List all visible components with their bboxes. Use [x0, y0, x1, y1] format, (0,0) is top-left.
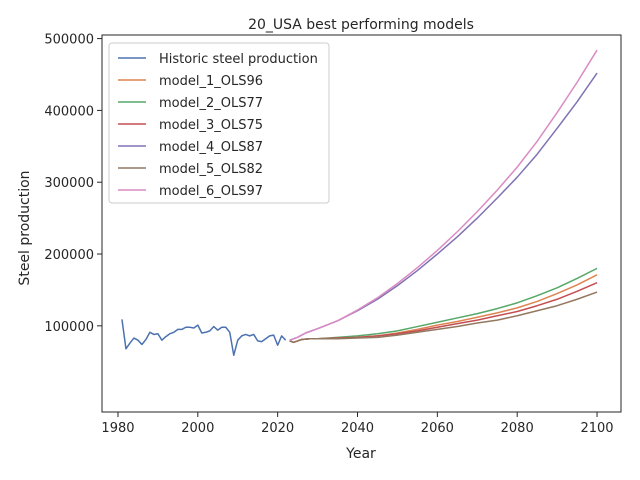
- legend-label: model_5_OLS82: [159, 162, 263, 177]
- x-tick-label: 1980: [101, 421, 134, 436]
- legend: Historic steel production model_1_OLS96mo…: [108, 42, 330, 204]
- x-axis-label: Year: [345, 446, 376, 462]
- x-tick-label: 2040: [341, 421, 374, 436]
- series-line-6: [289, 49, 598, 341]
- chart-title: 20_USA best performing models: [248, 17, 474, 33]
- series-line-0: [121, 319, 287, 357]
- plot-area: [121, 49, 598, 357]
- y-tick-label: 500000: [44, 33, 94, 48]
- x-tick-label: 2080: [501, 421, 534, 436]
- y-tick-label: 100000: [44, 320, 94, 335]
- y-tick-label: 200000: [44, 248, 94, 263]
- x-tick-label: 2060: [421, 421, 454, 436]
- y-tick-label: 400000: [44, 104, 94, 119]
- series-line-2: [289, 267, 598, 344]
- axes: 1980 2000 2020 2040 2060 2080 2100 100000 200000…: [44, 33, 622, 436]
- legend-label: model_1_OLS96: [159, 74, 263, 89]
- x-tick-label: 2020: [261, 421, 294, 436]
- legend-label: model_4_OLS87: [159, 140, 263, 155]
- legend-label: model_3_OLS75: [159, 118, 263, 133]
- series-line-3: [289, 282, 598, 344]
- x-tick-label: 2100: [580, 421, 613, 436]
- legend-label: Historic steel production: [159, 52, 318, 67]
- x-tick-label: 2000: [181, 421, 214, 436]
- series-line-1: [289, 274, 598, 344]
- series-line-5: [289, 291, 598, 344]
- y-tick-label: 300000: [44, 176, 94, 191]
- legend-label: model_6_OLS97: [159, 184, 263, 199]
- legend-label: model_2_OLS77: [159, 96, 263, 111]
- axes-frame: [101, 34, 622, 413]
- series-line-4: [289, 72, 598, 341]
- legend-box: [108, 42, 330, 204]
- y-axis-label: Steel production: [17, 170, 33, 285]
